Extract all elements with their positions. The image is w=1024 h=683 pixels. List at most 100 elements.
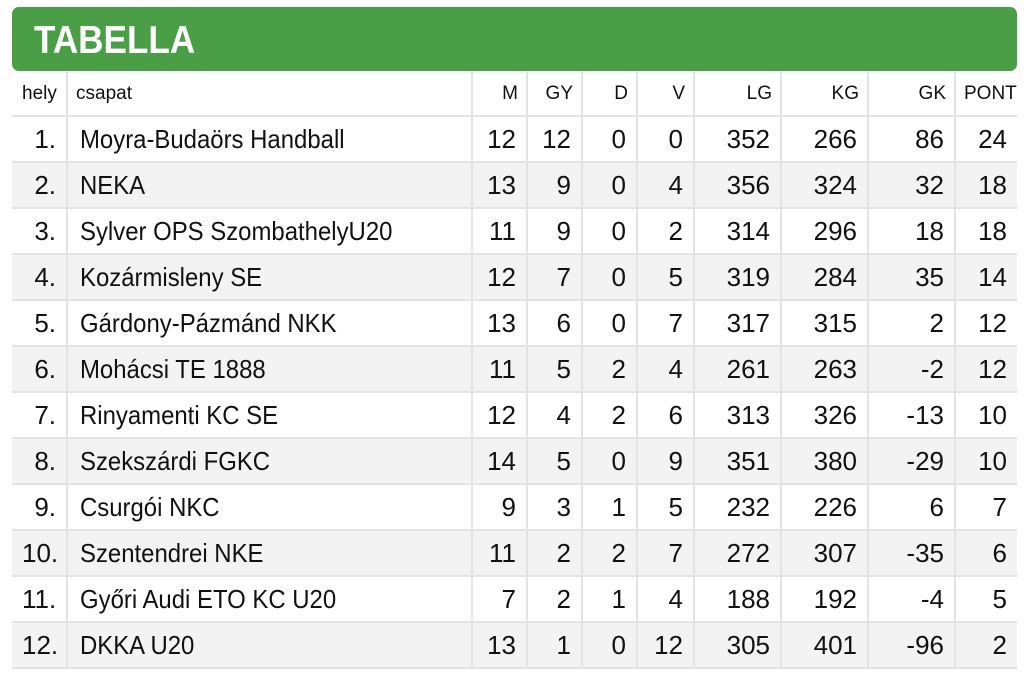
wins-cell: 1 [526, 621, 582, 669]
draws-cell: 0 [581, 115, 637, 162]
losses-cell: 7 [636, 529, 694, 576]
points-cell: 18 [954, 161, 1017, 208]
table-row: 10. Szentendrei NKE 11 2 2 7 272 307 -35 6 [12, 529, 1017, 576]
losses-cell: 0 [636, 115, 694, 162]
goals-for-cell: 352 [693, 115, 781, 162]
goal-diff-cell: -13 [867, 391, 955, 438]
matches-cell: 13 [471, 621, 527, 669]
hely-cell: 11. [12, 575, 67, 622]
draws-cell: 0 [581, 207, 637, 254]
goal-diff-cell: -29 [867, 437, 955, 484]
points-cell: 6 [954, 529, 1017, 576]
goals-for-cell: 232 [693, 483, 781, 530]
goal-diff-cell: 18 [867, 207, 955, 254]
table-row: 1. Moyra-Budaörs Handball 12 12 0 0 352 266 86 24 [12, 115, 1017, 162]
title-banner: TABELLA [12, 7, 1017, 71]
points-cell: 7 [954, 483, 1017, 530]
table-row: 9. Csurgói NKC 9 3 1 5 232 226 6 7 [12, 483, 1017, 530]
losses-cell: 5 [636, 483, 694, 530]
draws-cell: 2 [581, 529, 637, 576]
wins-cell: 4 [526, 391, 582, 438]
hely-cell: 10. [12, 529, 67, 576]
goal-diff-cell: -4 [867, 575, 955, 622]
draws-cell: 2 [581, 345, 637, 392]
goals-against-cell: 284 [780, 253, 868, 300]
table-row: 8. Szekszárdi FGKC 14 5 0 9 351 380 -29 10 [12, 437, 1017, 484]
goals-against-cell: 192 [780, 575, 868, 622]
goals-against-cell: 324 [780, 161, 868, 208]
wins-cell: 2 [526, 529, 582, 576]
wins-cell: 6 [526, 299, 582, 346]
matches-cell: 9 [471, 483, 527, 530]
draws-cell: 1 [581, 575, 637, 622]
team-name-cell: Rinyamenti KC SE [66, 391, 472, 438]
wins-cell: 7 [526, 253, 582, 300]
header-gy: GY [526, 72, 582, 116]
matches-cell: 14 [471, 437, 527, 484]
goals-for-cell: 272 [693, 529, 781, 576]
table-body: 1. Moyra-Budaörs Handball 12 12 0 0 352 266 86 24… [12, 115, 1017, 669]
points-cell: 10 [954, 391, 1017, 438]
draws-cell: 1 [581, 483, 637, 530]
page-title: TABELLA [34, 19, 196, 62]
team-name-cell: Gárdony-Pázmánd NKK [66, 299, 472, 346]
hely-cell: 7. [12, 391, 67, 438]
draws-cell: 0 [581, 437, 637, 484]
goals-for-cell: 319 [693, 253, 781, 300]
hely-cell: 1. [12, 115, 67, 162]
points-cell: 2 [954, 621, 1017, 669]
matches-cell: 12 [471, 253, 527, 300]
wins-cell: 5 [526, 437, 582, 484]
header-hely: hely [22, 82, 57, 104]
goals-for-cell: 351 [693, 437, 781, 484]
team-name-cell: Győri Audi ETO KC U20 [66, 575, 472, 622]
hely-cell: 5. [12, 299, 67, 346]
points-cell: 10 [954, 437, 1017, 484]
goals-for-cell: 314 [693, 207, 781, 254]
draws-cell: 0 [581, 299, 637, 346]
team-name-cell: DKKA U20 [66, 621, 472, 669]
header-d: D [581, 72, 637, 116]
table-row: 3. Sylver OPS SzombathelyU20 11 9 0 2 314 296 18… [12, 207, 1017, 254]
goal-diff-cell: 35 [867, 253, 955, 300]
wins-cell: 2 [526, 575, 582, 622]
losses-cell: 9 [636, 437, 694, 484]
header-v: V [636, 72, 694, 116]
matches-cell: 13 [471, 299, 527, 346]
hely-cell: 2. [12, 161, 67, 208]
matches-cell: 11 [471, 529, 527, 576]
goal-diff-cell: -2 [867, 345, 955, 392]
points-cell: 14 [954, 253, 1017, 300]
team-name-cell: NEKA [66, 161, 472, 208]
draws-cell: 0 [581, 161, 637, 208]
table-header-row: hely csapat M GY D V LG KG GK PONT [12, 72, 1017, 116]
matches-cell: 12 [471, 391, 527, 438]
table-row: 6. Mohácsi TE 1888 11 5 2 4 261 263 -2 12 [12, 345, 1017, 392]
points-cell: 12 [954, 345, 1017, 392]
goals-against-cell: 380 [780, 437, 868, 484]
points-cell: 24 [954, 115, 1017, 162]
goals-against-cell: 296 [780, 207, 868, 254]
wins-cell: 5 [526, 345, 582, 392]
draws-cell: 0 [581, 621, 637, 669]
goals-against-cell: 315 [780, 299, 868, 346]
wins-cell: 9 [526, 207, 582, 254]
matches-cell: 12 [471, 115, 527, 162]
losses-cell: 6 [636, 391, 694, 438]
goals-against-cell: 263 [780, 345, 868, 392]
table-row: 12. DKKA U20 13 1 0 12 305 401 -96 2 [12, 621, 1017, 669]
losses-cell: 7 [636, 299, 694, 346]
team-name-cell: Csurgói NKC [66, 483, 472, 530]
wins-cell: 12 [526, 115, 582, 162]
goal-diff-cell: 86 [867, 115, 955, 162]
header-m: M [471, 72, 527, 116]
team-name-cell: Mohácsi TE 1888 [66, 345, 472, 392]
matches-cell: 13 [471, 161, 527, 208]
goal-diff-cell: 2 [867, 299, 955, 346]
table-row: 11. Győri Audi ETO KC U20 7 2 1 4 188 192 -4 5 [12, 575, 1017, 622]
table-row: 5. Gárdony-Pázmánd NKK 13 6 0 7 317 315 2 12 [12, 299, 1017, 346]
goal-diff-cell: 32 [867, 161, 955, 208]
matches-cell: 7 [471, 575, 527, 622]
draws-cell: 2 [581, 391, 637, 438]
hely-cell: 8. [12, 437, 67, 484]
